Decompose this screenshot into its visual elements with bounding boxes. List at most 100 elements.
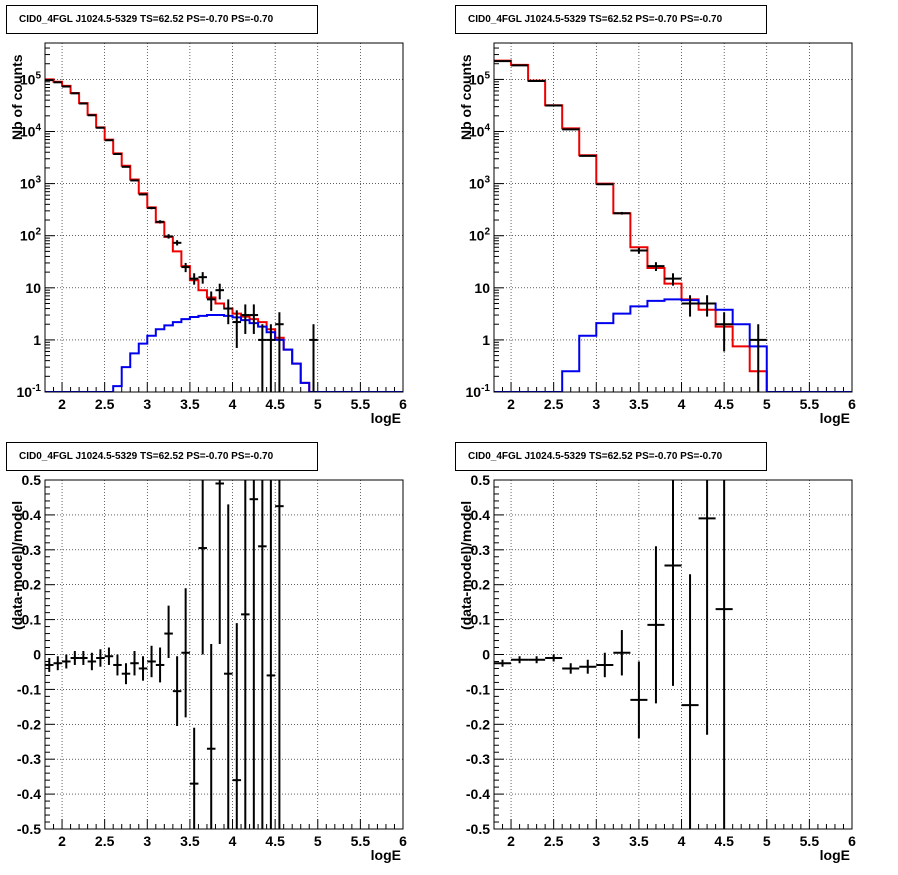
y-tick-label: 102 <box>469 227 491 244</box>
x-tick-label: 5 <box>763 833 771 849</box>
x-tick-label: 4 <box>229 833 237 849</box>
data-point <box>596 183 614 186</box>
x-tick-label: 5.5 <box>351 833 371 849</box>
data-point <box>715 312 733 352</box>
data-point <box>87 652 97 671</box>
panel-title: CID0_4FGL J1024.5-5329 TS=62.52 PS=-0.70… <box>6 442 318 471</box>
x-axis-title: logE <box>819 410 850 426</box>
data-point <box>147 645 156 678</box>
x-tick-label: 2 <box>507 396 515 412</box>
data-point <box>715 480 733 829</box>
x-tick-label: 2.5 <box>544 833 564 849</box>
y-tick-label: 105 <box>20 70 42 87</box>
x-axis-title: logE <box>370 410 401 426</box>
plot-frame <box>493 479 853 830</box>
y-tick-label: 0.2 <box>471 577 491 593</box>
x-tick-label: 5.5 <box>800 833 820 849</box>
panel-title: CID0_4FGL J1024.5-5329 TS=62.52 PS=-0.70… <box>455 442 767 471</box>
y-tick-label: 0 <box>33 647 41 663</box>
model-component-step <box>494 298 852 392</box>
data-point <box>45 657 54 672</box>
data-point <box>275 480 284 829</box>
data-point <box>138 193 148 196</box>
x-tick-label: 2.5 <box>95 396 115 412</box>
data-point <box>681 295 699 317</box>
data-point <box>647 262 665 272</box>
y-tick-label: 0.5 <box>22 472 42 488</box>
x-tick-label: 3 <box>143 833 151 849</box>
data-point <box>249 304 259 334</box>
data-point <box>79 651 88 665</box>
y-axis-title: (data-model)/model <box>458 500 474 630</box>
plot-frame <box>44 479 404 830</box>
y-tick-label: -0.5 <box>466 821 490 837</box>
data-point <box>681 574 699 829</box>
model-total-step <box>494 59 852 392</box>
data-point <box>613 630 631 676</box>
data-point <box>189 727 199 829</box>
data-point <box>147 206 156 210</box>
data-point <box>113 654 122 676</box>
y-tick-label: -0.3 <box>466 751 490 767</box>
data-point <box>266 480 276 829</box>
data-point <box>562 663 580 674</box>
x-tick-label: 6 <box>399 833 407 849</box>
ticks <box>44 42 404 393</box>
x-tick-label: 3 <box>592 396 600 412</box>
data-point <box>215 480 224 645</box>
data-point <box>613 211 631 215</box>
data-point <box>258 480 267 829</box>
data-point <box>121 165 131 168</box>
y-axis-title: (data-model)/model <box>9 500 25 630</box>
plot-area <box>45 78 403 392</box>
data-point <box>104 647 114 665</box>
x-tick-label: 2 <box>58 396 66 412</box>
counts-panel-left: 2 2.5 3 3.5 4 4.5 5 5.5 6 10-1 1 10 102 103 104 105 CID… <box>0 0 449 437</box>
data-point <box>130 179 139 182</box>
data-point <box>579 154 597 157</box>
x-tick-label: 5 <box>314 396 322 412</box>
plot-frame <box>44 42 404 393</box>
data-point <box>130 651 139 676</box>
x-tick-label: 4.5 <box>714 833 734 849</box>
x-tick-label: 5.5 <box>351 396 371 412</box>
plot-area <box>494 59 852 392</box>
y-tick-label: -0.5 <box>17 821 41 837</box>
model-total-step <box>45 78 403 392</box>
x-tick-label: 2 <box>58 833 66 849</box>
data-point <box>62 654 71 669</box>
x-tick-label: 4.5 <box>265 833 285 849</box>
residual-plot-right: 2 2.5 3 3.5 4 4.5 5 5.5 6 -0.5 -0.4 -0.3 -0.2 -0.1 0 0.… <box>466 472 856 849</box>
data-point <box>698 295 716 317</box>
y-tick-label: -0.1 <box>17 681 41 697</box>
data-point <box>215 283 224 300</box>
data-point <box>664 480 682 686</box>
x-tick-label: 6 <box>848 396 856 412</box>
data-point <box>96 649 105 667</box>
y-tick-label: 0.1 <box>22 612 42 628</box>
data-point <box>309 324 318 392</box>
data-point <box>528 656 546 664</box>
data-point <box>232 310 242 348</box>
x-tick-label: 3.5 <box>180 396 200 412</box>
panel-title: CID0_4FGL J1024.5-5329 TS=62.52 PS=-0.70… <box>6 5 318 34</box>
y-tick-label: 103 <box>469 175 491 192</box>
data-point <box>275 312 284 392</box>
plot-area <box>45 480 284 829</box>
x-tick-label: 2.5 <box>95 833 115 849</box>
data-point <box>249 480 259 829</box>
y-tick-label: -0.2 <box>17 716 41 732</box>
y-tick-label: 105 <box>469 70 491 87</box>
y-tick-label: 1 <box>482 332 490 348</box>
data-point <box>138 656 148 681</box>
plot-area <box>494 480 733 829</box>
y-tick-label: 0.4 <box>471 507 491 523</box>
data-point <box>206 291 216 311</box>
x-tick-label: 4 <box>678 396 686 412</box>
data-point <box>164 234 173 239</box>
x-tick-label: 4.5 <box>265 396 285 412</box>
data-point <box>596 652 614 678</box>
grid <box>45 480 403 829</box>
data-point <box>647 546 665 704</box>
